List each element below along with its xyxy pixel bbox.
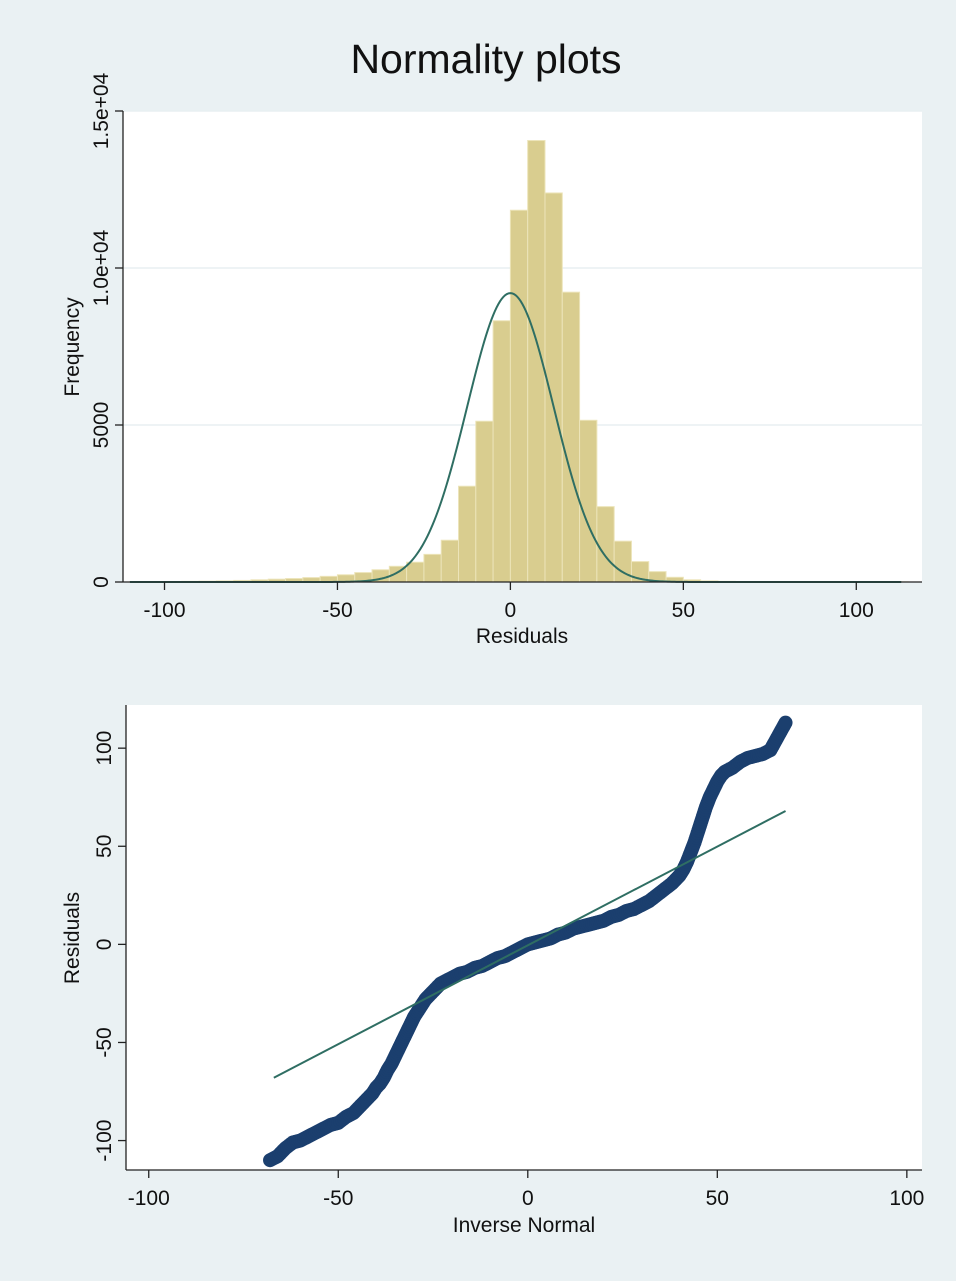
histogram-x-tick-label: 50 — [672, 599, 695, 622]
histogram-bar — [406, 561, 425, 583]
qq-y-tick-label: -50 — [93, 1027, 116, 1057]
qq-y-tick-label: 50 — [93, 835, 116, 858]
histogram-bar — [492, 320, 511, 583]
qq-x-tick-label: -100 — [128, 1187, 170, 1210]
qq-x-tick-label: 0 — [522, 1187, 534, 1210]
qq-reference-line — [273, 810, 787, 1079]
qq-y-axis-label: Residuals — [61, 892, 84, 984]
histogram-x-axis-label: Residuals — [476, 625, 568, 648]
histogram-bar — [475, 420, 494, 583]
histogram-y-tick-label: 5000 — [90, 402, 113, 449]
qq-x-tick-label: 50 — [706, 1187, 729, 1210]
qq-y-tick-label: -100 — [93, 1120, 116, 1162]
histogram-bars — [129, 140, 909, 583]
histogram-x-tick-label: -50 — [322, 599, 352, 622]
qq-x-axis-label: Inverse Normal — [453, 1214, 595, 1237]
histogram-axes: -100 -50 0 50 100 0 5000 1.0e+04 1.5e+04 — [90, 72, 922, 622]
histogram-x-tick-label: 0 — [505, 599, 517, 622]
histogram-y-tick-label: 0 — [90, 576, 113, 588]
histogram-x-tick-label: 100 — [839, 599, 874, 622]
histogram-y-tick-label: 1.5e+04 — [90, 72, 113, 149]
qq-plot-area — [126, 705, 922, 1170]
qq-x-tick-label: -50 — [323, 1187, 353, 1210]
histogram-bar — [596, 506, 615, 583]
qq-plot-points — [263, 715, 793, 1168]
histogram-bar — [561, 291, 581, 583]
histogram-x-tick-label: -100 — [143, 599, 185, 622]
histogram-bar — [579, 419, 598, 583]
qq-plot-axes: -100 -50 0 50 100 -100 -50 0 50 100 — [93, 705, 924, 1210]
figure-title: Normality plots — [350, 36, 621, 82]
histogram-bar — [440, 539, 460, 583]
histogram-bar — [423, 553, 442, 583]
histogram-y-axis-label: Frequency — [61, 297, 84, 397]
histogram-y-tick-label: 1.0e+04 — [90, 229, 113, 306]
qq-point — [778, 715, 793, 730]
qq-plot-panel: -100 -50 0 50 100 -100 -50 0 50 100 Inverse Norma… — [61, 705, 924, 1237]
histogram-bar — [509, 209, 529, 583]
histogram-bar — [544, 192, 563, 583]
histogram-panel: -100 -50 0 50 100 0 5000 1.0e+04 1.5e+04 Residua… — [61, 72, 922, 648]
qq-x-tick-label: 100 — [889, 1187, 924, 1210]
qq-y-tick-label: 0 — [93, 939, 116, 951]
histogram-bar — [458, 485, 477, 583]
qq-y-tick-label: 100 — [93, 731, 116, 766]
